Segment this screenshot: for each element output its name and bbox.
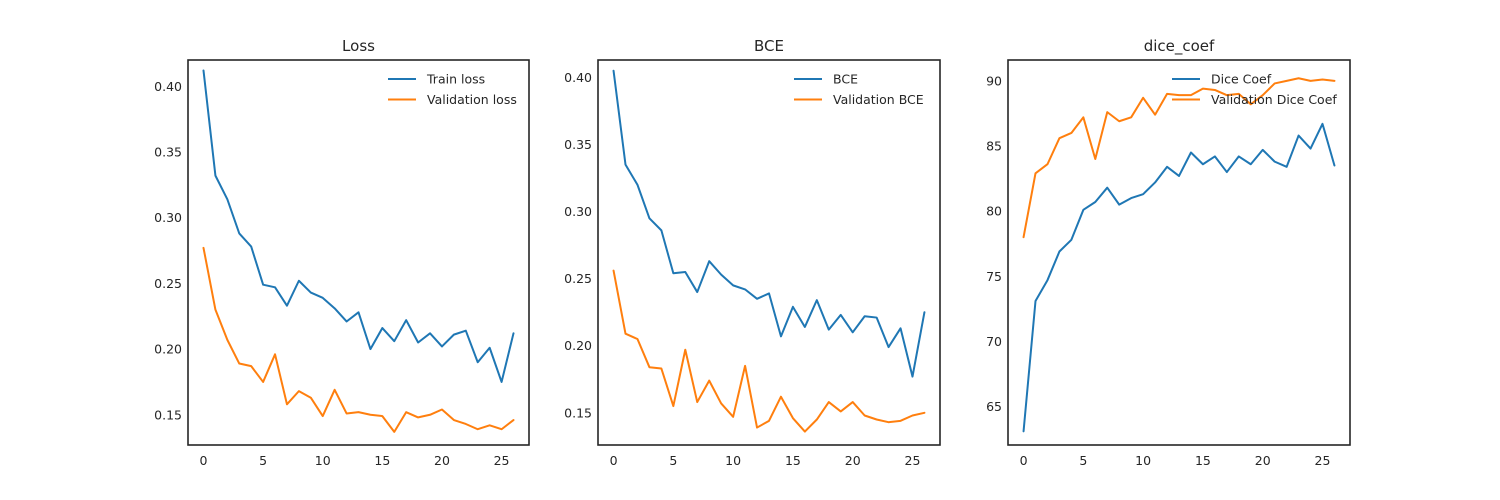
y-tick-label: 0.30: [154, 210, 182, 225]
legend-label: BCE: [833, 72, 858, 87]
y-tick-label: 0.35: [154, 144, 182, 159]
chart-title: Loss: [342, 37, 375, 55]
legend-label: Validation BCE: [833, 92, 924, 107]
series-line-validation-dice-coef: [1022, 77, 1336, 239]
legend: Dice Coef Validation Dice Coef: [1172, 72, 1337, 107]
x-tick-label: 10: [725, 453, 741, 468]
y-tick-label: 85: [986, 138, 1002, 153]
x-tick-label: 10: [1135, 453, 1151, 468]
x-tick-label: 20: [434, 453, 450, 468]
x-tick-label: 0: [610, 453, 618, 468]
legend-label: Train loss: [426, 72, 485, 87]
plot-frame: [597, 59, 941, 446]
y-tick-label: 0.40: [564, 70, 592, 85]
legend-label: Dice Coef: [1211, 72, 1272, 87]
legend: Train loss Validation loss: [388, 72, 517, 107]
y-tick-label: 0.35: [564, 137, 592, 152]
x-tick-label: 5: [1079, 453, 1087, 468]
y-tick-label: 80: [986, 204, 1002, 219]
y-tick-label: 70: [986, 334, 1002, 349]
y-tick-label: 0.15: [564, 405, 592, 420]
series-line-dice-coef: [1022, 122, 1336, 433]
y-tick-label: 0.15: [154, 407, 182, 422]
plot-frame: [1007, 59, 1351, 446]
x-tick-label: 15: [1195, 453, 1211, 468]
chart-title: BCE: [754, 37, 784, 55]
x-tick-label: 5: [669, 453, 677, 468]
legend-label: Validation loss: [427, 92, 517, 107]
subplot-1: Loss 0 5 10 15 20 25 0.15 0.20 0.25 0.30 0.35 0.40 Tr…: [154, 37, 530, 468]
x-tick-label: 5: [259, 453, 267, 468]
y-tick-label: 0.40: [154, 79, 182, 94]
legend-label: Validation Dice Coef: [1211, 92, 1337, 107]
series-line-bce: [612, 69, 926, 378]
y-tick-label: 65: [986, 399, 1002, 414]
x-tick-label: 15: [374, 453, 390, 468]
x-tick-label: 25: [1315, 453, 1331, 468]
y-tick-label: 0.20: [564, 338, 592, 353]
x-tick-label: 0: [1020, 453, 1028, 468]
series-line-validation-bce: [612, 269, 926, 433]
series-line-train-loss: [202, 69, 515, 383]
x-tick-label: 20: [1255, 453, 1271, 468]
legend: BCE Validation BCE: [794, 72, 924, 107]
y-tick-label: 0.20: [154, 342, 182, 357]
x-tick-label: 25: [494, 453, 510, 468]
y-tick-label: 90: [986, 73, 1002, 88]
x-tick-label: 15: [785, 453, 801, 468]
subplot-2: BCE 0 5 10 15 20 25 0.15 0.20 0.25 0.30 0.35 0.40 BCE…: [564, 37, 941, 468]
y-tick-label: 0.25: [154, 276, 182, 291]
subplot-3: dice_coef 0 5 10 15 20 25 65 70 75 80 85 90 Dice Coef…: [986, 37, 1351, 468]
x-tick-label: 25: [905, 453, 921, 468]
x-tick-label: 10: [315, 453, 331, 468]
x-tick-label: 20: [845, 453, 861, 468]
y-tick-label: 0.25: [564, 271, 592, 286]
series-line-validation-loss: [202, 246, 515, 433]
y-tick-label: 0.30: [564, 204, 592, 219]
chart-title: dice_coef: [1144, 37, 1215, 56]
x-tick-label: 0: [200, 453, 208, 468]
y-tick-label: 75: [986, 269, 1002, 284]
plot-frame: [187, 59, 530, 446]
